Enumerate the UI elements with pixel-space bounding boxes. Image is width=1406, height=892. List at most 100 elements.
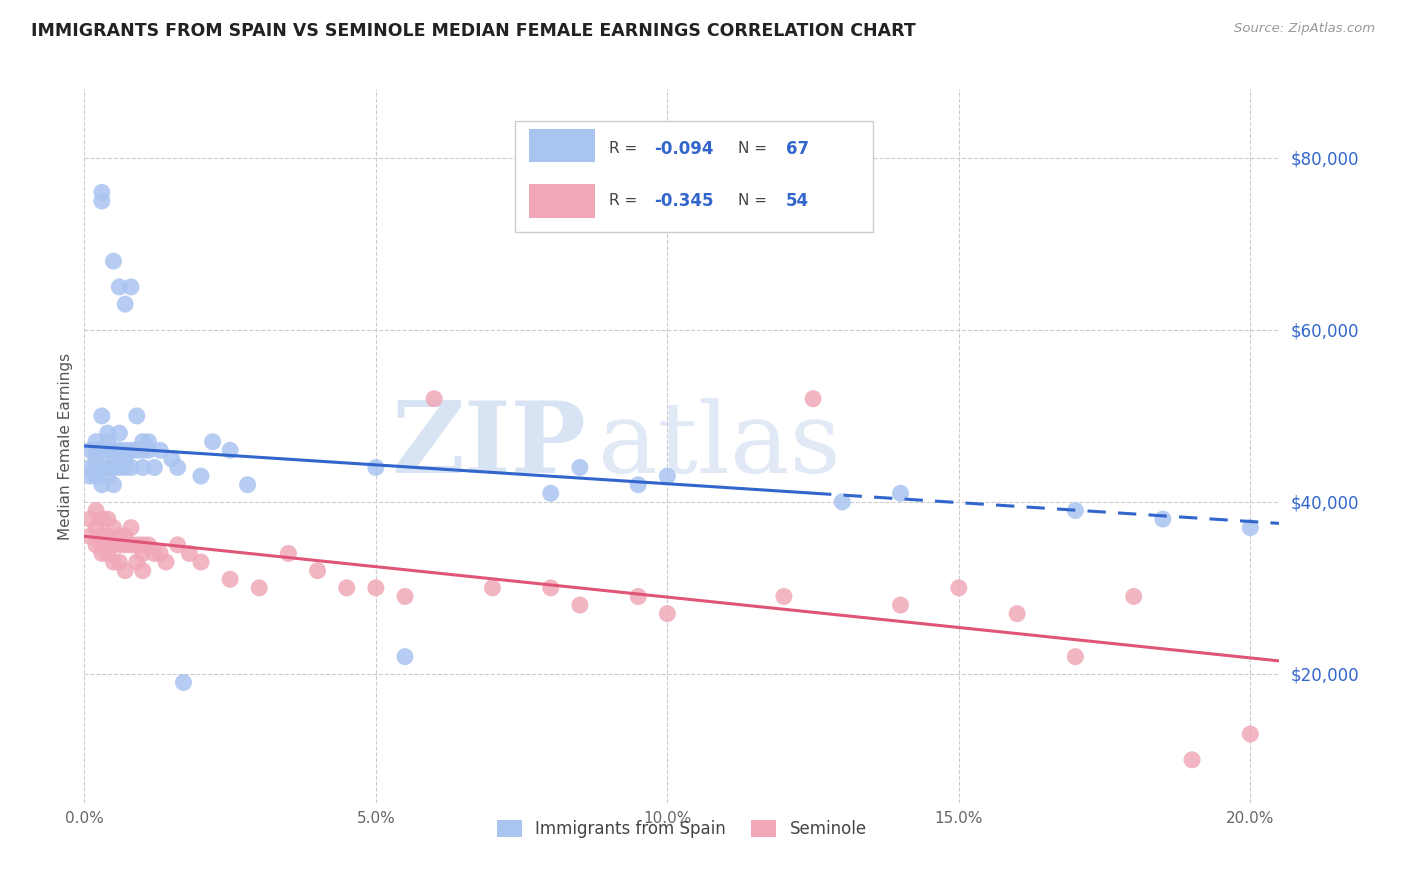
Point [84, 443, 107, 458]
Point [627, 477, 650, 491]
Point [103, 521, 125, 535]
Point [97, 443, 120, 458]
Point [138, 538, 160, 552]
Point [114, 538, 136, 552]
Point [120, 280, 142, 294]
Point [131, 434, 153, 449]
Point [166, 538, 188, 552]
Point [131, 546, 153, 560]
Point [138, 443, 160, 458]
Point [801, 392, 824, 406]
FancyBboxPatch shape [515, 121, 873, 232]
Point [79, 529, 101, 543]
Point [84, 451, 107, 466]
Point [394, 649, 416, 664]
Text: 54: 54 [786, 192, 808, 210]
Point [97, 546, 120, 560]
Point [97, 512, 120, 526]
Point [108, 529, 131, 543]
Text: Source: ZipAtlas.com: Source: ZipAtlas.com [1234, 22, 1375, 36]
Point [108, 280, 131, 294]
Point [97, 426, 120, 441]
Point [423, 392, 446, 406]
Point [90, 194, 112, 208]
Point [84, 503, 107, 517]
Point [131, 460, 153, 475]
Point [90, 546, 112, 560]
Point [120, 538, 142, 552]
Text: IMMIGRANTS FROM SPAIN VS SEMINOLE MEDIAN FEMALE EARNINGS CORRELATION CHART: IMMIGRANTS FROM SPAIN VS SEMINOLE MEDIAN… [31, 22, 915, 40]
Point [79, 512, 101, 526]
Point [114, 529, 136, 543]
Point [120, 443, 142, 458]
Text: -0.345: -0.345 [654, 192, 714, 210]
Point [90, 512, 112, 526]
Point [120, 521, 142, 535]
Point [364, 460, 387, 475]
Point [84, 434, 107, 449]
Point [125, 443, 148, 458]
Point [143, 546, 166, 560]
FancyBboxPatch shape [529, 185, 595, 218]
Point [247, 581, 270, 595]
Point [79, 443, 101, 458]
FancyBboxPatch shape [529, 129, 595, 162]
Point [97, 529, 120, 543]
Point [114, 564, 136, 578]
Point [831, 495, 853, 509]
Point [108, 443, 131, 458]
Point [103, 254, 125, 268]
Text: 67: 67 [786, 140, 808, 158]
Point [90, 529, 112, 543]
Point [889, 486, 911, 500]
Y-axis label: Median Female Earnings: Median Female Earnings [58, 352, 73, 540]
Point [143, 460, 166, 475]
Point [108, 538, 131, 552]
Point [131, 443, 153, 458]
Point [336, 581, 359, 595]
Point [97, 434, 120, 449]
Point [657, 469, 679, 483]
Point [190, 469, 212, 483]
Point [481, 581, 503, 595]
Point [1064, 503, 1087, 517]
Point [84, 460, 107, 475]
Point [131, 538, 153, 552]
Point [114, 297, 136, 311]
Point [90, 409, 112, 423]
Point [125, 409, 148, 423]
Point [114, 460, 136, 475]
Text: N =: N = [738, 142, 772, 156]
Point [1152, 512, 1174, 526]
Point [219, 572, 242, 586]
Point [219, 443, 242, 458]
Text: N =: N = [738, 194, 772, 209]
Point [84, 469, 107, 483]
Point [364, 581, 387, 595]
Point [773, 590, 796, 604]
Point [948, 581, 970, 595]
Point [125, 555, 148, 569]
Point [131, 564, 153, 578]
Point [1239, 727, 1261, 741]
Point [79, 460, 101, 475]
Point [627, 590, 650, 604]
Point [103, 451, 125, 466]
Point [149, 443, 172, 458]
Point [103, 555, 125, 569]
Text: R =: R = [609, 142, 643, 156]
Point [201, 434, 224, 449]
Point [90, 186, 112, 200]
Point [114, 451, 136, 466]
Point [125, 538, 148, 552]
Point [84, 521, 107, 535]
Point [394, 590, 416, 604]
Point [1239, 521, 1261, 535]
Point [1181, 753, 1204, 767]
Point [236, 477, 259, 491]
Point [79, 469, 101, 483]
Point [114, 443, 136, 458]
Point [108, 460, 131, 475]
Point [103, 443, 125, 458]
Point [540, 486, 562, 500]
